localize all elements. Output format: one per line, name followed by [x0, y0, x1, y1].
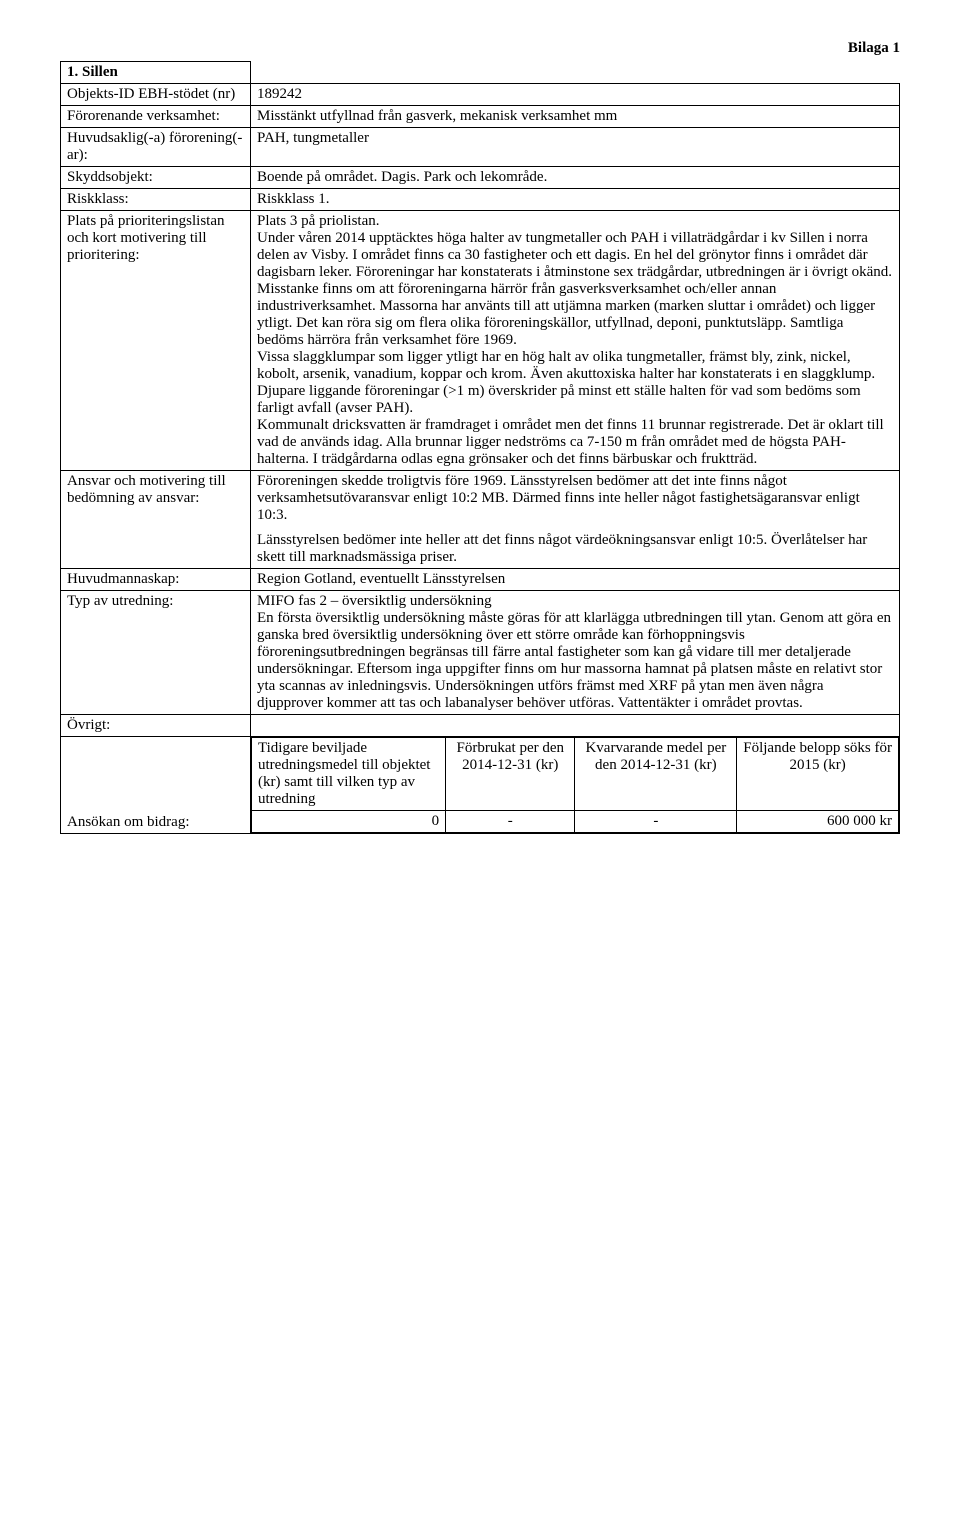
fororenande-label: Förorenande verksamhet:: [61, 106, 251, 128]
plats-label: Plats på prioriteringslistan och kort mo…: [61, 211, 251, 471]
riskklass-value: Riskklass 1.: [251, 189, 900, 211]
plats-p2: Under våren 2014 upptäcktes höga halter …: [257, 230, 892, 348]
ansokan-value: Tidigare beviljade utredningsmedel till …: [251, 737, 900, 834]
inner-h1: Tidigare beviljade utredningsmedel till …: [252, 738, 446, 811]
ovrigt-value: [251, 715, 900, 737]
title-cell: 1. Sillen: [61, 62, 251, 84]
inner-h2: Förbrukat per den 2014-12-31 (kr): [446, 738, 575, 811]
ansvar-value: Föroreningen skedde troligtvis före 1969…: [251, 471, 900, 569]
fororenande-value: Misstänkt utfyllnad från gasverk, mekani…: [251, 106, 900, 128]
inner-h3: Kvarvarande medel per den 2014-12-31 (kr…: [575, 738, 737, 811]
typ-value: MIFO fas 2 – översiktlig undersökning En…: [251, 591, 900, 715]
attachment-header: Bilaga 1: [60, 40, 900, 57]
ansokan-label: Ansökan om bidrag:: [61, 737, 251, 834]
plats-p3: Vissa slaggklumpar som ligger ytligt har…: [257, 349, 875, 416]
inner-table: Tidigare beviljade utredningsmedel till …: [251, 737, 899, 833]
inner-h4: Följande belopp söks för 2015 (kr): [737, 738, 899, 811]
skyddsobjekt-label: Skyddsobjekt:: [61, 167, 251, 189]
ansvar-label: Ansvar och motivering till bedömning av …: [61, 471, 251, 569]
huvudman-value: Region Gotland, eventuellt Länsstyrelsen: [251, 569, 900, 591]
skyddsobjekt-value: Boende på området. Dagis. Park och lekom…: [251, 167, 900, 189]
inner-v1: 0: [252, 811, 446, 833]
riskklass-label: Riskklass:: [61, 189, 251, 211]
plats-p4: Kommunalt dricksvatten är framdraget i o…: [257, 417, 884, 467]
objektsid-label: Objekts-ID EBH-stödet (nr): [61, 84, 251, 106]
inner-v4: 600 000 kr: [737, 811, 899, 833]
ansvar-p1: Föroreningen skedde troligtvis före 1969…: [257, 473, 893, 524]
ovrigt-label: Övrigt:: [61, 715, 251, 737]
main-table: 1. Sillen Objekts-ID EBH-stödet (nr) 189…: [60, 61, 900, 834]
typ-p2: En första översiktlig undersökning måste…: [257, 610, 891, 711]
plats-p1: Plats 3 på priolistan.: [257, 213, 380, 229]
inner-v3: -: [575, 811, 737, 833]
empty-cell: [251, 62, 900, 84]
ansvar-p2: Länsstyrelsen bedömer inte heller att de…: [257, 532, 893, 566]
plats-value: Plats 3 på priolistan. Under våren 2014 …: [251, 211, 900, 471]
huvudsaklig-value: PAH, tungmetaller: [251, 128, 900, 167]
typ-label: Typ av utredning:: [61, 591, 251, 715]
typ-p1: MIFO fas 2 – översiktlig undersökning: [257, 593, 492, 609]
huvudsaklig-label: Huvudsaklig(-a) förorening(-ar):: [61, 128, 251, 167]
objektsid-value: 189242: [251, 84, 900, 106]
inner-v2: -: [446, 811, 575, 833]
huvudman-label: Huvudmannaskap:: [61, 569, 251, 591]
